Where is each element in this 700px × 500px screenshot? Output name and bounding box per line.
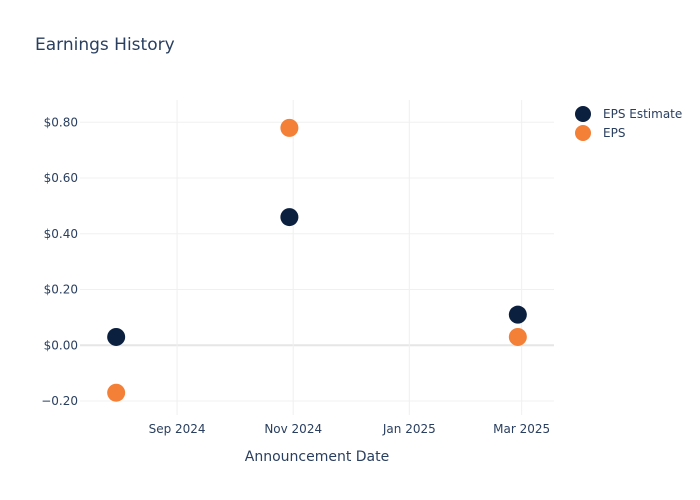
data-point: [508, 327, 527, 346]
y-tick-label: $0.20: [44, 283, 78, 297]
y-tick-label: $0.80: [44, 115, 78, 129]
x-axis-title: Announcement Date: [245, 449, 389, 465]
y-tick-label: $0.00: [44, 338, 78, 352]
y-tick-label: −0.20: [41, 394, 78, 408]
legend-label: EPS: [603, 126, 625, 140]
x-axis-tick-labels: Sep 2024 Nov 2024 Jan 2025 Mar 2025: [149, 422, 551, 436]
x-tick-label: Mar 2025: [493, 422, 550, 436]
data-point: [107, 383, 126, 402]
grid-lines: [80, 100, 554, 415]
series-eps-estimate: [107, 208, 527, 346]
data-point: [508, 305, 527, 324]
x-tick-label: Jan 2025: [382, 422, 436, 436]
legend: EPS Estimate EPS: [575, 106, 682, 141]
data-point: [280, 208, 299, 227]
x-tick-label: Nov 2024: [264, 422, 322, 436]
legend-label: EPS Estimate: [603, 107, 682, 121]
y-tick-label: $0.40: [44, 227, 78, 241]
y-axis-tick-labels: −0.20 $0.00 $0.20 $0.40 $0.60 $0.80: [41, 115, 78, 408]
series-eps: [107, 118, 527, 402]
y-tick-label: $0.60: [44, 171, 78, 185]
data-point: [280, 118, 299, 137]
data-point: [107, 327, 126, 346]
chart-title: Earnings History: [35, 35, 175, 55]
data-points: [107, 118, 527, 402]
legend-marker: [575, 125, 591, 141]
legend-marker: [575, 106, 591, 122]
x-tick-label: Sep 2024: [149, 422, 206, 436]
